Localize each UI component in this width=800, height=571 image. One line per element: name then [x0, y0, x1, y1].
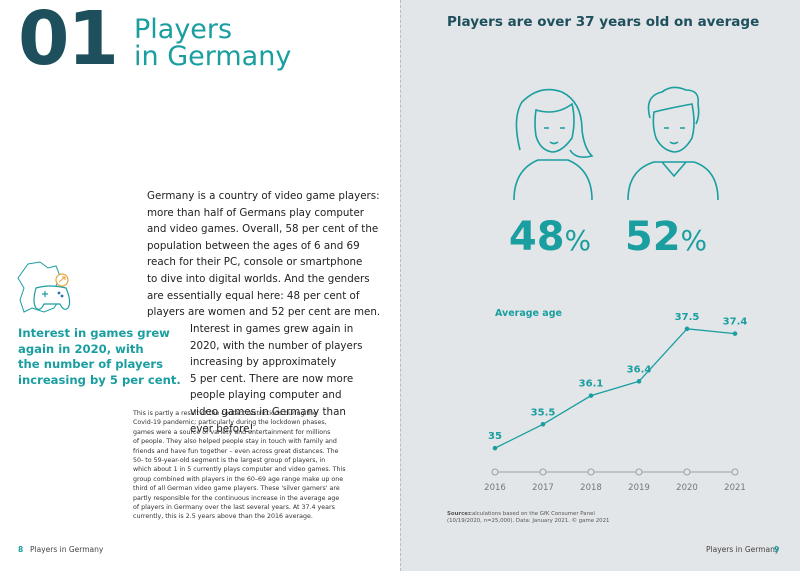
percentage: 52%	[625, 214, 707, 260]
percentage-value: 48	[509, 214, 565, 260]
percentage-unit: %	[681, 224, 708, 257]
detail-line: which about 1 in 5 currently plays compu…	[133, 466, 346, 474]
data-label: 35	[488, 431, 502, 442]
callout-line: increasing by 5 per cent.	[18, 372, 181, 387]
footer-label: Players in Germany	[30, 545, 104, 554]
x-tick-label: 2016	[484, 483, 506, 493]
x-tick	[587, 468, 595, 476]
title-line: in Germany	[134, 41, 292, 72]
intro-line: reach for their PC, console or smartphon…	[147, 256, 363, 269]
intro-line: more than half of Germans play computer	[147, 206, 365, 219]
intro-line: Germany is a country of video game playe…	[147, 190, 380, 202]
detail-line: third of all German video game players. …	[133, 485, 340, 493]
percentage-value: 52	[625, 214, 681, 260]
x-tick	[491, 468, 499, 476]
detail-line: This is partly a result of the contact r…	[133, 410, 317, 417]
point	[540, 421, 546, 427]
point	[492, 445, 498, 451]
footer-label: Players in Germany	[706, 545, 780, 554]
intro-line: 5 per cent. There are now more	[190, 372, 354, 385]
detail-line: currently, this is 2.5 years above than …	[133, 513, 313, 521]
intro-line: are essentially equal here: 48 per cent …	[147, 289, 360, 302]
point	[636, 379, 642, 384]
woman-icon	[513, 88, 594, 201]
intro-line: players are women and 52 per cent are me…	[147, 306, 381, 319]
source-label: Source:	[447, 511, 471, 517]
page-number: 9	[774, 545, 780, 554]
data-label: 35.5	[531, 407, 556, 418]
point	[588, 393, 594, 398]
data-label: 36.1	[579, 379, 604, 390]
x-tick	[731, 468, 739, 476]
data-label: 37.4	[723, 317, 748, 328]
intro-line: to dive into digital worlds. And the gen…	[147, 273, 370, 285]
x-tick	[635, 468, 643, 476]
x-tick	[539, 468, 547, 476]
source-line: calculations based on the GfK Consumer P…	[469, 511, 595, 517]
intro-line: increasing by approximately	[190, 356, 337, 369]
detail-line: 50- to 59-year-old segment is the larges…	[133, 457, 326, 464]
intro-line: population between the ages of 6 and 69	[147, 239, 360, 252]
point	[684, 326, 690, 332]
callout-line: again in 2020, with	[18, 341, 144, 356]
detail-line: of players in Germany over the last seve…	[133, 504, 335, 511]
percentage-unit: %	[565, 224, 592, 257]
intro-line: and video games. Overall, 58 per cent of…	[147, 223, 379, 236]
x-tick-label: 2021	[724, 483, 746, 493]
line	[494, 328, 736, 449]
percentage: 48%	[509, 214, 591, 260]
x-tick	[683, 468, 691, 476]
callout-line: Interest in games grew	[18, 326, 170, 340]
x-tick-label: 2019	[628, 483, 650, 493]
detail-line: games were a source of variety and enter…	[133, 428, 331, 436]
detail-line: friends and have fun together – even acr…	[133, 447, 339, 455]
right-title: Players are over 37 years old on average	[447, 14, 760, 30]
detail-line: group combined with players in the 60–69…	[133, 475, 344, 483]
callout-icon	[17, 261, 71, 313]
callout-line: the number of players	[18, 357, 164, 371]
intro-line: ever before!	[190, 422, 254, 435]
x-tick-label: 2017	[532, 483, 554, 493]
source-line: (10/19/2020, n=25,000). Data: January 20…	[447, 518, 610, 524]
point	[732, 331, 738, 336]
chapter-number: 01	[18, 0, 119, 82]
man-icon	[627, 86, 719, 201]
chart-title: Average age	[495, 308, 562, 319]
page-number: 8	[18, 545, 24, 554]
x-tick-label: 2020	[676, 483, 698, 493]
intro-line: 2020, with the number of players	[190, 339, 363, 352]
data-label: 37.5	[675, 312, 700, 323]
intro-line: people playing computer and	[190, 389, 342, 402]
intro-line: Interest in games grew again in	[190, 323, 354, 335]
title-line: Players	[134, 14, 233, 45]
data-label: 36.4	[627, 364, 652, 375]
x-tick-label: 2018	[580, 483, 602, 493]
detail-line: Covid-19 pandemic; particularly during t…	[133, 419, 327, 427]
detail-line: partly responsible for the continuous in…	[133, 494, 340, 502]
detail-line: of people. They also helped people stay …	[133, 438, 337, 446]
intro-line: video games in Germany than	[190, 406, 346, 418]
right-page	[400, 0, 800, 571]
